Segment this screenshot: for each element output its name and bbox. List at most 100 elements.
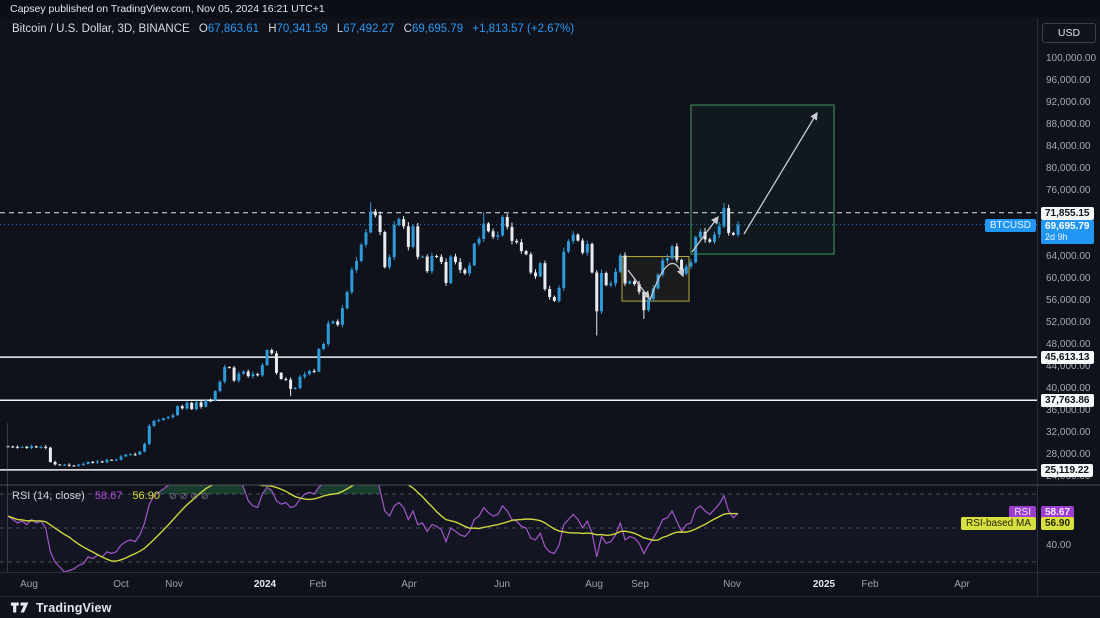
candle-body <box>114 459 118 461</box>
candle-body <box>698 231 702 238</box>
candle-body <box>152 420 156 426</box>
candle-body <box>44 446 48 448</box>
candle-body <box>242 371 245 374</box>
time-label-month: Nov <box>723 579 741 590</box>
time-label-month: Oct <box>113 579 129 590</box>
consolidation-box[interactable] <box>621 256 690 302</box>
candle-body <box>138 451 142 455</box>
price-pane[interactable] <box>0 104 1037 471</box>
candle-body <box>430 255 434 272</box>
candle-body <box>143 443 147 452</box>
candle-body <box>256 373 260 376</box>
candle-body <box>119 456 123 460</box>
candle-body <box>274 353 278 373</box>
price-tick: 48,000.00 <box>1046 338 1091 350</box>
projection-box[interactable] <box>690 104 835 255</box>
candle-body <box>647 298 651 311</box>
candle-body <box>213 391 217 401</box>
candle-body <box>680 259 684 274</box>
candle-body <box>472 243 476 266</box>
price-tick: 92,000.00 <box>1046 96 1091 108</box>
candle-body <box>100 461 104 463</box>
candle-body <box>237 373 241 381</box>
candle-body <box>227 367 231 369</box>
candle-body <box>251 373 255 377</box>
candle-body <box>585 243 589 253</box>
arrow-drawing[interactable] <box>627 269 650 300</box>
candle-body <box>265 350 269 366</box>
candle-body <box>128 454 132 456</box>
candle-body <box>675 246 679 260</box>
candle-body <box>439 256 443 263</box>
candle-body <box>340 308 344 325</box>
time-axis[interactable]: Aug Oct Nov 2024 Feb Apr Jun Aug Sep Nov 2025 Feb Ap… <box>0 572 1100 596</box>
candle-body <box>383 232 387 268</box>
candle-body <box>501 216 505 236</box>
candle-body <box>463 269 467 274</box>
arrow-drawing[interactable] <box>743 111 818 235</box>
rsi-ma-value: 56.90 <box>132 490 160 502</box>
candle-body <box>581 240 585 253</box>
rsi-overbought-fill <box>262 487 274 494</box>
candle-body <box>708 239 712 242</box>
candle-body <box>557 287 561 301</box>
open-label: O <box>198 23 208 35</box>
candle-body <box>81 463 85 465</box>
chart-canvas[interactable] <box>0 18 1100 572</box>
currency-toggle-button[interactable]: USD <box>1042 23 1096 43</box>
candle-body <box>420 256 424 258</box>
rsi-value: 58.67 <box>94 490 123 502</box>
candle-body <box>364 232 368 245</box>
time-label-month: Feb <box>309 579 327 590</box>
price-axis[interactable]: USD 100,000.00 96,000.00 92,000.00 88,000.0… <box>1037 18 1100 596</box>
price-tick: 84,000.00 <box>1046 140 1091 152</box>
tradingview-logo-icon[interactable] <box>10 600 30 615</box>
candle-body <box>482 223 486 239</box>
candle-body <box>425 256 429 272</box>
candle-body <box>157 420 161 422</box>
candle-body <box>260 365 264 376</box>
candle-body <box>190 402 194 410</box>
candle-body <box>552 296 556 301</box>
candle-body <box>63 464 67 466</box>
candle-body <box>505 216 509 227</box>
candle-body <box>77 464 81 466</box>
price-tick: 28,000.00 <box>1046 448 1091 460</box>
candle-body <box>58 464 62 466</box>
rsi-tick: 40.00 <box>1046 539 1072 551</box>
candle-body <box>279 372 283 379</box>
candle-body <box>176 406 180 416</box>
price-level-label: 25,119.22 <box>1041 463 1093 477</box>
candle-body <box>6 446 10 448</box>
candle-body <box>684 266 688 274</box>
candle-body <box>614 271 618 284</box>
candle-body <box>642 291 646 311</box>
candle-body <box>180 406 184 409</box>
arrow-drawing[interactable] <box>691 215 719 253</box>
price-tick: 60,000.00 <box>1046 272 1091 284</box>
candle-body <box>637 284 641 292</box>
arrow-drawing[interactable] <box>649 262 685 301</box>
time-label-month: Aug <box>20 579 38 590</box>
candle-body <box>53 461 57 465</box>
candle-body <box>124 454 128 457</box>
price-tick: 56,000.00 <box>1046 294 1091 306</box>
high-value: 70,341.59 <box>276 23 328 35</box>
candle-body <box>194 402 198 410</box>
time-label-year: 2025 <box>812 579 836 590</box>
price-tick: 96,000.00 <box>1046 74 1091 86</box>
candle-body <box>331 321 335 324</box>
tradingview-brand-text[interactable]: TradingView <box>36 600 112 615</box>
candle-body <box>15 446 19 448</box>
candle-body <box>651 288 655 299</box>
candle-body <box>91 461 95 463</box>
candle-body <box>48 447 52 462</box>
rsi-pane[interactable] <box>0 457 1037 572</box>
rsi-source-icons[interactable]: ⊘ ⊘ ⊘ ⊘ <box>169 491 209 502</box>
candle-body <box>355 260 359 270</box>
candle-body <box>519 242 523 252</box>
candle-body <box>223 367 227 382</box>
candle-body <box>534 272 538 277</box>
candle-body <box>161 418 165 421</box>
time-label-month: Feb <box>861 579 879 590</box>
